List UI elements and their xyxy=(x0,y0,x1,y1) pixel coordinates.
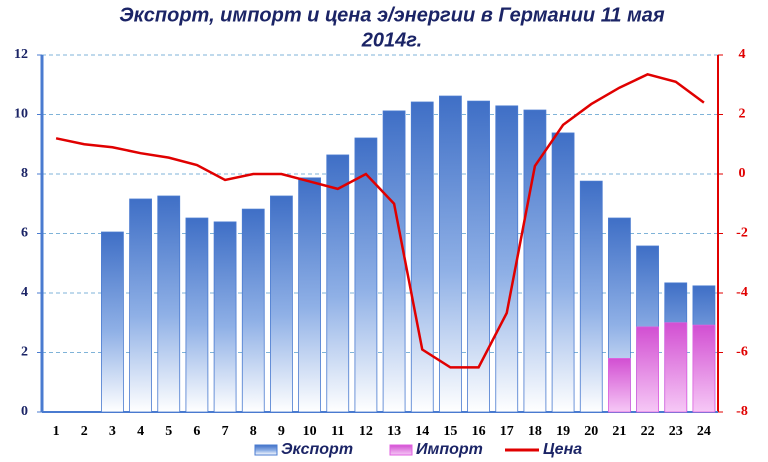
x-tick-label: 15 xyxy=(443,424,457,439)
x-tick-label: 23 xyxy=(669,424,683,439)
y2-tick-label: -2 xyxy=(736,226,748,241)
bar xyxy=(608,358,631,413)
bar xyxy=(579,180,603,413)
x-tick-label: 7 xyxy=(222,424,229,439)
x-tick-label: 8 xyxy=(250,424,257,439)
bar xyxy=(636,326,659,413)
x-tick-label: 17 xyxy=(500,424,514,439)
y-tick-label: 0 xyxy=(21,404,28,419)
x-tick-label: 20 xyxy=(584,424,598,439)
legend-label: Импорт xyxy=(416,441,483,458)
x-tick-label: 13 xyxy=(387,424,401,439)
x-tick-label: 21 xyxy=(612,424,626,439)
y-tick-label: 2 xyxy=(21,345,28,360)
x-tick-label: 2 xyxy=(81,424,88,439)
y-tick-label: 8 xyxy=(21,166,28,181)
x-tick-label: 11 xyxy=(331,424,344,439)
bar xyxy=(129,198,152,413)
y2-tick-label: 2 xyxy=(739,107,746,122)
y2-tick-label: -8 xyxy=(736,404,748,419)
x-tick-label: 10 xyxy=(303,424,317,439)
bar xyxy=(495,105,519,413)
x-tick-label: 19 xyxy=(556,424,570,439)
x-tick-label: 22 xyxy=(641,424,655,439)
legend-label: Цена xyxy=(543,441,582,458)
bar xyxy=(298,177,321,413)
x-tick-label: 6 xyxy=(193,424,200,439)
bar xyxy=(213,221,237,413)
bar xyxy=(439,95,462,413)
line xyxy=(55,73,705,369)
x-tick-label: 24 xyxy=(697,424,711,439)
chart-title: Экспорт, импорт и цена э/энергии в Герма… xyxy=(119,4,665,26)
bar xyxy=(101,231,124,413)
y2-tick-label: 0 xyxy=(739,166,746,181)
legend-swatch xyxy=(389,444,413,456)
bar xyxy=(326,154,350,413)
y2-tick-label: 4 xyxy=(739,47,746,62)
bar xyxy=(185,217,209,413)
bar xyxy=(664,322,688,413)
x-tick-label: 16 xyxy=(472,424,486,439)
y-tick-label: 4 xyxy=(21,285,28,300)
x-tick-label: 12 xyxy=(359,424,373,439)
bar xyxy=(467,100,490,413)
bar xyxy=(410,101,434,413)
bar xyxy=(523,109,547,413)
bar xyxy=(241,208,265,413)
legend-swatch xyxy=(254,444,278,456)
x-tick-label: 5 xyxy=(165,424,172,439)
chart-title: 2014г. xyxy=(361,29,422,51)
x-tick-label: 18 xyxy=(528,424,542,439)
y-tick-label: 6 xyxy=(21,226,28,241)
y-tick-label: 12 xyxy=(14,47,28,62)
x-tick-label: 14 xyxy=(415,424,429,439)
legend-label: Экспорт xyxy=(281,441,353,458)
bar xyxy=(157,195,181,413)
x-tick-label: 4 xyxy=(137,424,144,439)
x-tick-label: 1 xyxy=(53,424,60,439)
x-tick-label: 9 xyxy=(278,424,285,439)
y-tick-label: 10 xyxy=(14,107,28,122)
bar xyxy=(354,137,378,413)
x-tick-label: 3 xyxy=(109,424,116,439)
y2-tick-label: -6 xyxy=(736,345,748,360)
bar xyxy=(692,324,716,413)
bar xyxy=(382,110,406,413)
bar xyxy=(270,195,293,413)
y2-tick-label: -4 xyxy=(736,285,748,300)
bar xyxy=(551,132,575,413)
